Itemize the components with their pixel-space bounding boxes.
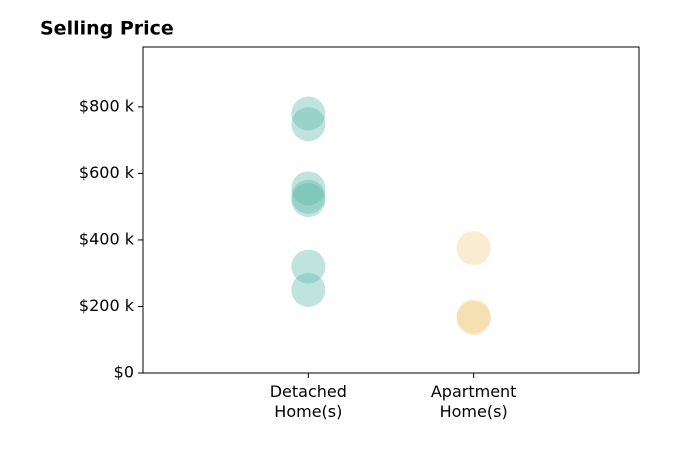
point xyxy=(291,183,326,218)
point xyxy=(456,231,491,266)
point xyxy=(456,299,491,334)
point xyxy=(291,272,326,307)
y-tick-label: $600 k xyxy=(79,163,135,182)
point xyxy=(456,301,491,336)
point xyxy=(291,249,326,284)
x-tick-label: Apartment Home(s) xyxy=(430,382,517,421)
point xyxy=(291,171,326,206)
point xyxy=(291,96,326,131)
y-tick-label: $0 xyxy=(114,363,134,382)
x-tick-label: Detached Home(s) xyxy=(269,382,347,421)
point xyxy=(291,179,326,214)
y-tick-label: $400 k xyxy=(79,229,135,248)
point xyxy=(291,107,326,142)
y-tick-label: $200 k xyxy=(79,296,135,315)
y-tick-label: $800 k xyxy=(79,96,135,115)
plot-frame xyxy=(142,46,640,374)
chart-title: Selling Price xyxy=(40,18,174,40)
